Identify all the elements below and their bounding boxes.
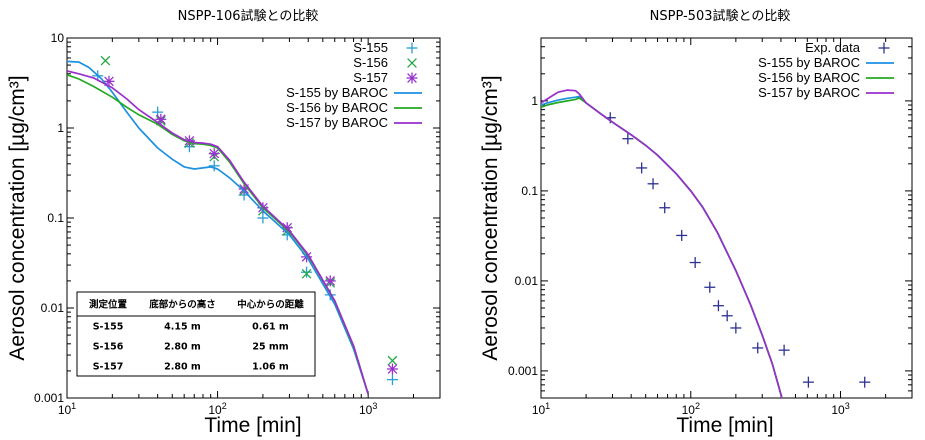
y-tick-label: 0.001 [508, 364, 538, 378]
table-header-cell: 測定位置 [89, 299, 128, 311]
chart-left-xlabel: Time [min] [204, 414, 301, 437]
data-point [659, 202, 671, 214]
x-tick-label: 102 [682, 401, 700, 417]
data-point [386, 374, 398, 386]
y-tick-label: 1 [531, 94, 538, 108]
y-tick-label: 0.1 [47, 211, 64, 225]
legend-marker [406, 42, 418, 54]
legend-label: S-156 [353, 55, 388, 70]
series-line-1 [541, 95, 783, 398]
series-line-3 [541, 89, 783, 398]
data-point [752, 342, 764, 354]
legend-label: S-156 by BAROC [758, 70, 860, 85]
data-point [387, 355, 398, 366]
data-point [689, 257, 701, 269]
y-tick-label: 10 [51, 31, 65, 45]
legend-label: S-155 by BAROC [286, 85, 388, 100]
chart-left-ylabel: Aerosol concentration [µg/cm³] [6, 75, 29, 360]
y-tick-label: 0.01 [41, 301, 65, 315]
table-header-cell: 中心からの距離 [237, 299, 304, 311]
chart-right-xlabel: Time [min] [676, 414, 773, 437]
table-cell: 2.80 m [164, 342, 201, 353]
legend-label: S-157 by BAROC [758, 85, 860, 100]
data-point [676, 229, 688, 241]
data-point [730, 322, 742, 334]
data-point [208, 148, 220, 160]
table-frame [76, 291, 316, 377]
x-tick-label: 102 [208, 401, 226, 417]
data-point [386, 363, 398, 375]
series-group [67, 55, 398, 395]
legend-marker [406, 72, 418, 84]
x-tick-label: 103 [831, 401, 849, 417]
y-tick-label: 1 [57, 121, 64, 135]
data-point [324, 275, 336, 287]
plot-area-left: 101 102 1031010.10.010.001S-155S-156S-157S… [34, 31, 441, 417]
data-point [712, 300, 724, 312]
legend-label: S-157 [353, 70, 388, 85]
chart-right: NSPP-503試験との比較 Time [min] Aerosol concen… [479, 8, 790, 437]
data-point [721, 310, 733, 322]
data-point [778, 344, 790, 356]
legend-marker [878, 42, 890, 54]
series-group [541, 89, 871, 398]
data-point [636, 162, 648, 174]
table-cell: 2.80 m [164, 362, 201, 373]
series-line-5 [67, 70, 370, 395]
table-cell: S-157 [93, 362, 124, 373]
data-point [622, 133, 634, 145]
data-point [100, 55, 111, 66]
data-point [301, 266, 313, 278]
table-header-cell: 底部からの高さ [148, 299, 216, 311]
data-point [647, 178, 659, 190]
data-point [257, 212, 269, 224]
data-point [802, 376, 814, 388]
table-cell: 1.06 m [252, 362, 289, 373]
x-tick-label: 103 [359, 401, 377, 417]
chart-right-title: NSPP-503試験との比較 [650, 8, 791, 24]
y-tick-label: 0.01 [515, 274, 539, 288]
legend-label: S-157 by BAROC [286, 115, 388, 130]
chart-left: NSPP-106試験との比較 Time [min] Aerosol concen… [6, 8, 318, 437]
inset-table: 測定位置 底部からの高さ 中心からの距離 S-155 4.15 m 0.61 m S-156… [76, 291, 316, 377]
legend-marker [407, 58, 417, 68]
data-point [208, 160, 220, 172]
legend-label: Exp. data [805, 40, 861, 55]
x-tick-label: 101 [532, 401, 550, 417]
data-point [324, 289, 336, 301]
table-cell: 25 mm [252, 342, 288, 353]
chart-right-ylabel: Aerosol concentration [µg/cm³] [479, 75, 502, 360]
y-tick-label: 0.001 [34, 391, 64, 405]
legend-label: S-156 by BAROC [286, 100, 388, 115]
table-cell: 4.15 m [164, 322, 201, 333]
table-cell: S-155 [93, 322, 124, 333]
data-point [301, 268, 312, 279]
table-cell: S-156 [93, 342, 124, 353]
chart-left-title: NSPP-106試験との比較 [178, 8, 319, 24]
legend-label: S-155 [353, 40, 388, 55]
table-cell: 0.61 m [252, 322, 289, 333]
data-point [859, 376, 871, 388]
y-tick-label: 0.1 [521, 184, 538, 198]
data-point [704, 281, 716, 293]
x-tick-label: 101 [58, 401, 76, 417]
series-line-2 [541, 97, 783, 398]
legend-label: S-155 by BAROC [758, 55, 860, 70]
